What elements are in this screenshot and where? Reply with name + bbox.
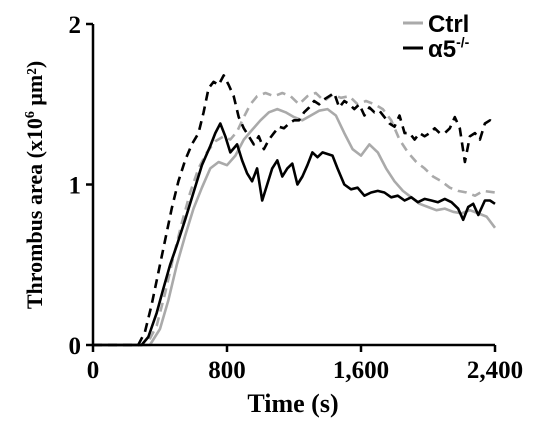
y-tick-label: 2 [69, 12, 82, 39]
legend-label-a5-main: α5 [428, 36, 456, 63]
y-tick-label: 0 [69, 333, 82, 360]
series-line-a5-knockout-solid [93, 122, 496, 347]
series-line-ctrl-dashed [93, 91, 496, 347]
legend-label-a5-superscript: -/- [456, 34, 470, 50]
y-axis-title: Thrombus area (x106 μm²) [22, 61, 47, 309]
x-tick-label: 1,600 [333, 357, 389, 384]
y-axis-title-unit: μm²) [22, 61, 47, 111]
legend-label-ctrl: Ctrl [428, 11, 469, 38]
x-tick-label: 0 [87, 357, 100, 384]
x-tick-label: 800 [208, 357, 246, 384]
x-axis-title: Time (s) [247, 389, 338, 418]
series-layer [93, 74, 497, 347]
y-axis-title-superscript: 6 [23, 111, 38, 118]
ticks-layer: 0 800 1,600 2,400 0 1 2 [69, 12, 524, 384]
x-tick-label: 2,400 [467, 357, 523, 384]
legend-label-a5-knockout: α5-/- [428, 34, 470, 63]
legend: Ctrl α5-/- [403, 11, 470, 63]
series-line-a5-knockout-dashed [93, 74, 496, 347]
series-line-ctrl-solid [93, 107, 497, 347]
y-axis-title-main: Thrombus area (x10 [22, 118, 47, 309]
y-tick-label: 1 [69, 173, 82, 200]
